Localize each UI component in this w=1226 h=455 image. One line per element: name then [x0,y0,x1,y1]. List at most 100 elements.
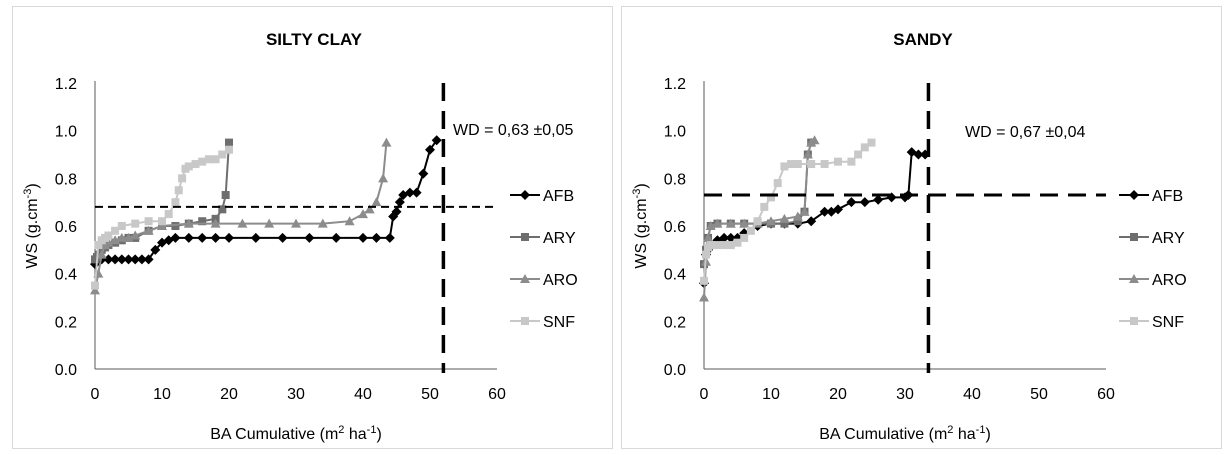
data-point-snf [787,160,796,169]
data-point-aro [123,232,134,242]
x-tick-label: 30 [287,386,305,403]
data-point-afb [411,187,422,198]
x-tick-label: 30 [896,386,914,403]
data-point-afb [224,232,234,243]
data-point-afb [331,232,342,243]
data-point-afb [103,254,114,265]
data-point-snf [131,219,140,228]
data-point-snf [780,162,789,171]
data-point-aro [110,235,121,245]
legend-marker [520,274,530,283]
data-point-snf [111,226,120,235]
data-point-snf [94,241,103,250]
data-point-aro [130,230,141,240]
data-point-snf [773,179,782,188]
wd-annotation: WD = 0,67 ±0,04 [965,124,1086,141]
x-axis-label-text: BA Cumulative (m [819,426,947,443]
y-axis-label-close: ) [24,183,41,188]
data-point-snf [854,150,863,159]
data-point-aro [210,218,221,228]
y-tick-label: 0.2 [664,314,686,331]
data-point-aro [739,218,750,228]
data-point-snf [184,162,193,171]
y-tick-label: 0.4 [55,267,77,284]
data-point-afb [130,254,141,265]
data-point-aro [358,209,368,219]
data-point-snf [746,226,755,235]
legend-marker [521,233,529,241]
data-point-snf [820,160,829,169]
data-point-snf [760,202,769,211]
data-point-afb [859,197,870,208]
data-point-afb [833,204,843,215]
data-point-snf [218,150,227,159]
data-point-aro [712,218,723,228]
data-point-snf [191,160,200,169]
data-point-aro [143,225,154,235]
data-point-aro [157,221,167,230]
data-point-afb [143,254,154,265]
legend-label: AFB [543,188,574,205]
x-tick-label: 0 [700,386,709,403]
legend-label: ARY [1152,230,1185,247]
data-point-snf [847,157,856,166]
data-point-aro [364,204,375,214]
data-point-afb [170,232,181,243]
data-point-aro [96,249,107,259]
data-point-ary [221,191,230,200]
data-point-afb [123,254,134,265]
y-axis-label-close: ) [633,183,650,188]
data-point-snf [104,231,113,240]
y-axis-label: WS (g.cm-3) [631,183,650,268]
wd-annotation: WD = 0,63 ±0,05 [453,122,574,139]
data-point-aro [317,218,328,228]
chart-sandy: SANDY 0.0 0.2 0.4 0.6 0.8 1.0 1.2 0 10 20 30 40 50 60 B… [631,30,1187,443]
data-point-snf [91,281,99,290]
data-point-aro [381,137,392,147]
x-tick-label: 50 [1030,386,1048,403]
legend-marker [1130,317,1138,325]
data-point-aro [344,216,355,226]
data-point-afb [418,168,429,179]
x-tick-label: 60 [488,386,506,403]
data-point-snf [740,233,749,242]
data-point-snf [767,193,775,202]
data-point-aro [809,135,820,145]
series-snf [91,145,233,290]
x-tick-label: 50 [421,386,439,403]
data-point-afb [371,232,382,243]
chart-panel-silty-clay: SILTY CLAY 0.0 0.2 0.4 0.6 0.8 1.0 1.2 0 10 20 30 40… [12,6,613,449]
data-point-aro [792,211,803,221]
data-point-snf [117,222,126,230]
data-point-snf [713,241,722,250]
legend-marker [1129,190,1139,200]
data-point-snf [164,210,173,219]
series-line-aro [94,142,388,291]
data-point-afb [210,232,221,243]
x-axis-label-close: ) [985,426,990,443]
x-axis-label-text: BA Cumulative (m [210,426,338,443]
data-point-afb [250,232,261,243]
data-point-aro [183,218,194,228]
data-point-snf [860,143,869,152]
x-tick-label: 0 [91,386,100,403]
chart-title: SANDY [893,30,953,49]
y-tick-label: 0.4 [664,267,686,284]
data-point-ary [793,217,802,226]
data-point-aro [378,173,389,183]
series-afb [90,135,442,270]
data-point-aro [371,197,382,207]
legend-item-ary: ARY [1119,230,1185,247]
data-point-afb [304,232,315,243]
data-point-snf [753,217,762,226]
data-point-aro [705,221,716,230]
legend-marker [1130,233,1138,241]
data-point-aro [264,218,275,228]
x-axis-label-tail: ha [344,426,366,443]
data-point-aro [802,149,813,159]
data-point-snf [807,160,816,169]
legend-item-ary: ARY [510,230,576,247]
data-point-snf [174,186,183,195]
data-point-snf [198,157,207,166]
data-point-aro [779,213,790,223]
